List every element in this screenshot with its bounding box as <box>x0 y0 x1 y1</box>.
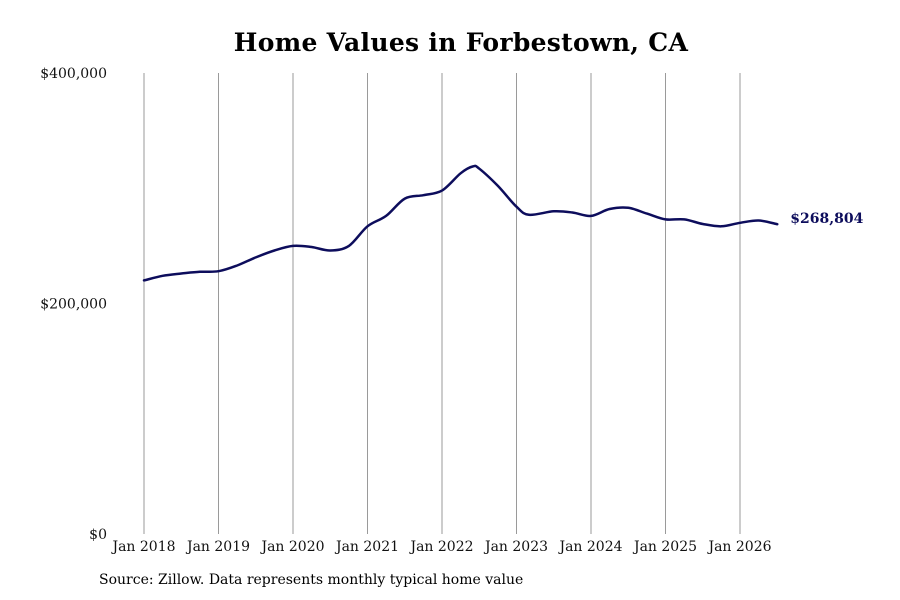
vertical-gridlines <box>143 73 741 534</box>
x-tick-label: Jan 2021 <box>334 539 399 555</box>
x-tick-label: Jan 2026 <box>706 539 771 555</box>
x-tick-label: Jan 2025 <box>632 539 697 555</box>
x-tick-label: Jan 2024 <box>557 539 622 555</box>
x-tick-label: Jan 2022 <box>408 539 473 555</box>
x-tick-label: Jan 2018 <box>110 539 175 555</box>
series-line <box>142 164 779 282</box>
series-lines <box>142 164 779 282</box>
x-tick-label: Jan 2020 <box>259 539 324 555</box>
y-tick-label: $200,000 <box>40 297 107 313</box>
source-note: Source: Zillow. Data represents monthly … <box>99 572 524 588</box>
y-tick-label: $0 <box>89 527 107 543</box>
last-value-label: $268,804 <box>790 211 863 227</box>
x-tick-label: Jan 2019 <box>185 539 250 555</box>
y-tick-label: $400,000 <box>40 66 107 82</box>
y-axis-tick-labels: $0 $200,000 $400,000 <box>40 66 107 543</box>
x-tick-label: Jan 2023 <box>483 539 548 555</box>
x-axis-tick-labels: Jan 2018 Jan 2019 Jan 2020 Jan 2021 Jan 2022… <box>110 539 771 555</box>
chart-title: Home Values in Forbestown, CA <box>233 28 689 57</box>
